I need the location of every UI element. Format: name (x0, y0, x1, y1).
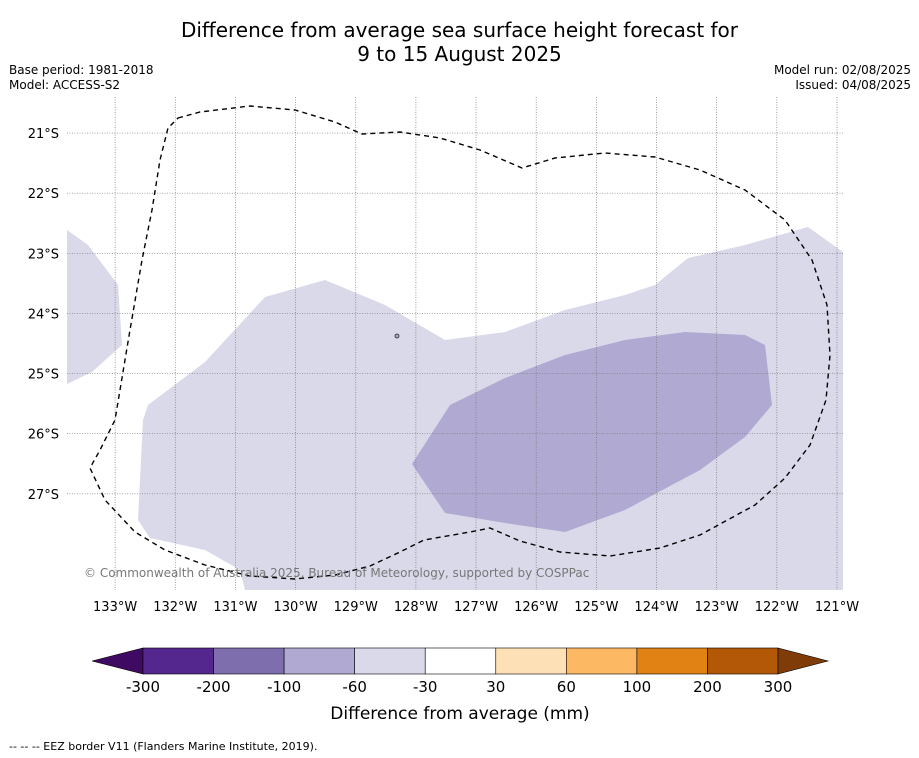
lon-label: 132°W (153, 600, 197, 615)
colorbar-tick: 30 (486, 678, 505, 696)
lon-label: 126°W (514, 600, 558, 615)
model-label: Model: ACCESS-S2 (9, 78, 121, 92)
colorbar-segment (636, 647, 708, 675)
lon-label: 127°W (454, 600, 498, 615)
title-line-1: Difference from average sea surface heig… (180, 18, 739, 42)
anomaly-spot (394, 333, 400, 339)
lon-label: 124°W (634, 600, 678, 615)
colorbar-extend-low (91, 647, 144, 675)
base-period-label: Base period: 1981-2018 (9, 63, 154, 77)
anomaly-band-light (834, 518, 843, 532)
colorbar-tick: -200 (197, 678, 231, 696)
colorbar-segment (707, 647, 779, 675)
meta-left: Base period: 1981-2018 Model: ACCESS-S2 (9, 63, 154, 93)
lat-label: 26°S (28, 428, 59, 443)
lon-label: 129°W (334, 600, 378, 615)
lon-label: 122°W (755, 600, 799, 615)
map-area (67, 227, 843, 590)
lon-label: 121°W (815, 600, 859, 615)
colorbar-tick: 60 (557, 678, 576, 696)
colorbar-tick: -60 (342, 678, 367, 696)
colorbar-segment (566, 647, 638, 675)
colorbar-tick: 100 (623, 678, 652, 696)
colorbar-segment (495, 647, 567, 675)
issued-label: Issued: 04/08/2025 (795, 78, 911, 92)
colorbar-segment (283, 647, 355, 675)
lon-label: 128°W (394, 600, 438, 615)
lat-label: 25°S (28, 368, 59, 383)
eez-border (89, 105, 831, 580)
lat-label: 24°S (28, 307, 59, 322)
lon-label: 125°W (574, 600, 618, 615)
colorbar-tick: -300 (126, 678, 160, 696)
colorbar-tick: 300 (764, 678, 793, 696)
colorbar-segment (424, 647, 497, 675)
model-run-label: Model run: 02/08/2025 (773, 63, 911, 77)
lon-label: 133°W (93, 600, 137, 615)
colorbar-tick: -100 (267, 678, 301, 696)
colorbar-tick-labels: -300 -200 -100 -60 -30 30 60 100 200 300 (126, 678, 792, 696)
longitude-labels: 133°W 132°W 131°W 130°W 129°W 128°W 127°W 126°W… (93, 600, 859, 615)
anomaly-band-medium (412, 332, 772, 532)
lon-label: 123°W (695, 600, 739, 615)
copyright-text: © Commonwealth of Australia 2025, Bureau… (84, 566, 589, 580)
colorbar-segment (142, 647, 214, 675)
colorbar-extend-high (777, 647, 830, 675)
colorbar-label: Difference from average (mm) (330, 704, 589, 724)
lon-label: 130°W (274, 600, 318, 615)
lat-label: 27°S (28, 488, 59, 503)
lon-label: 131°W (213, 600, 257, 615)
lat-label: 23°S (28, 247, 59, 262)
anomaly-band-light (67, 230, 122, 384)
lat-label: 21°S (28, 127, 59, 142)
lat-label: 22°S (28, 187, 59, 202)
colorbar-segment (354, 647, 426, 675)
title-line-2: 9 to 15 August 2025 (357, 42, 562, 66)
map-title: Difference from average sea surface heig… (0, 18, 919, 66)
colorbar-segment (213, 647, 285, 675)
gridlines (67, 97, 843, 590)
meta-right: Model run: 02/08/2025 Issued: 04/08/2025 (774, 63, 911, 93)
eez-legend-note: -- -- -- EEZ border V11 (Flanders Marine… (9, 740, 318, 753)
latitude-labels: 21°S 22°S 23°S 24°S 25°S 26°S 27°S (28, 127, 59, 503)
colorbar-tick: -30 (413, 678, 438, 696)
colorbar (91, 647, 830, 675)
colorbar-tick: 200 (693, 678, 722, 696)
